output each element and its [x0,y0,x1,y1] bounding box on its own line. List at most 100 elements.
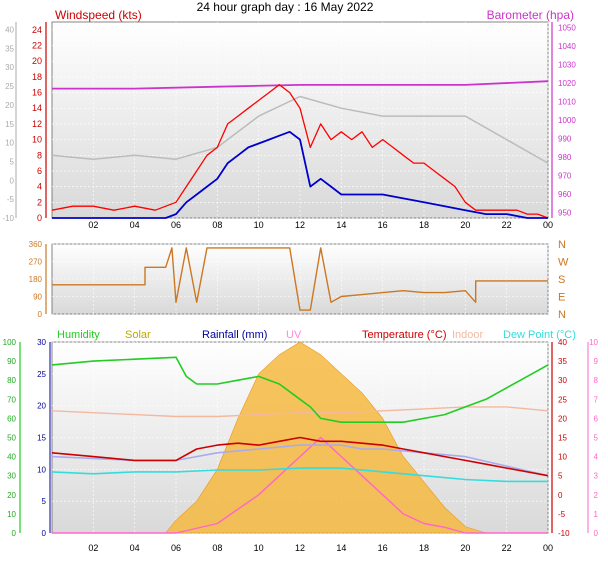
outer-left-tick-label: 20 [5,101,14,110]
temp-x-tick-label: 04 [130,543,140,553]
rain-tick-label: 20 [37,402,46,411]
wind-x-tick-label: 04 [130,220,140,230]
legend-entry: Dew Point (°C) [503,329,576,341]
legend-entry: Rainfall (mm) [202,329,267,341]
outer-left-tick-label: 5 [10,157,15,166]
barometer-axis-label: Barometer (hpa) [487,8,574,22]
barometer-line [52,80,549,90]
temp-x-tick-label: 18 [419,543,429,553]
outer-left-tick-label: 40 [5,26,14,35]
rain-tick-label: 10 [37,465,46,474]
barometer-tick-label: 990 [558,134,572,143]
windspeed-tick-label: 14 [32,103,42,113]
legend-entry: Solar [125,329,151,341]
barometer-tick-label: 1000 [558,116,576,125]
outer-left-tick-label: 15 [5,120,14,129]
windspeed-tick-label: 24 [32,25,42,35]
rain-tick-label: 15 [37,434,46,443]
wind-x-tick-label: 02 [88,220,98,230]
temp-x-tick-label: 14 [336,543,346,553]
outer-left-tick-label: -5 [7,195,15,204]
windspeed-tick-label: 10 [32,135,42,145]
compass-label: N [558,239,566,251]
uv-tick-label: 7 [594,395,599,404]
wind-x-tick-label: 14 [336,220,346,230]
outer-left-tick-label: 35 [5,44,14,53]
humidity-tick-label: 80 [7,376,16,385]
outer-left-tick-label: 0 [10,176,15,185]
uv-tick-label: 0 [594,529,599,538]
wind-x-tick-label: 16 [378,220,388,230]
outer-left-tick-label: -10 [2,214,14,223]
barometer-tick-label: 1020 [558,79,576,88]
temperature-tick-label: 15 [558,434,567,443]
outer-left-tick-label: 30 [5,63,14,72]
barometer-tick-label: 960 [558,190,572,199]
temp-x-tick-label: 20 [460,543,470,553]
temp-x-tick-label: 02 [88,543,98,553]
humidity-tick-label: 50 [7,434,16,443]
outer-left-tick-label: 25 [5,82,14,91]
direction-tick-label: 180 [29,275,43,284]
uv-tick-label: 4 [594,453,599,462]
wind-x-tick-label: 22 [502,220,512,230]
humidity-line [51,356,549,424]
humidity-tick-label: 70 [7,395,16,404]
compass-label: N [558,309,566,321]
graph-title: 24 hour graph day : 16 May 2022 [197,0,374,14]
compass-label: E [558,292,565,304]
legend-entry: UV [286,329,302,341]
dewpoint-line [51,467,548,483]
windspeed-tick-label: 2 [37,197,42,207]
direction-tick-label: 270 [29,258,43,267]
legend-entry: Temperature (°C) [362,329,446,341]
windspeed-tick-label: 0 [37,213,42,223]
uv-tick-label: 2 [594,491,599,500]
wind-x-tick-label: 06 [171,220,181,230]
barometer-tick-label: 950 [558,208,572,217]
barometer-tick-label: 1050 [558,24,576,33]
temp-x-tick-label: 10 [254,543,264,553]
direction-tick-label: 90 [33,293,42,302]
wind-x-tick-label: 20 [460,220,470,230]
uv-tick-label: 9 [594,357,599,366]
rain-tick-label: 25 [37,370,46,379]
uv-tick-label: 5 [594,434,599,443]
temp-x-tick-label: 12 [295,543,305,553]
legend-entry: Indoor [452,329,484,341]
humidity-tick-label: 20 [7,491,16,500]
rain-tick-label: 30 [37,338,46,347]
temperature-tick-label: 30 [558,376,567,385]
legend-entry: Humidity [57,329,100,341]
windspeed-tick-label: 22 [32,41,42,51]
windspeed-tick-label: 4 [37,182,42,192]
barometer-tick-label: 1030 [558,61,576,70]
barometer-tick-label: 970 [558,171,572,180]
uv-line [52,436,548,534]
uv-tick-label: 10 [589,338,598,347]
barometer-tick-label: 980 [558,153,572,162]
humidity-tick-label: 40 [7,453,16,462]
temp-x-tick-label: 08 [212,543,222,553]
temperature-tick-label: 35 [558,357,567,366]
temperature-tick-label: 5 [558,472,563,481]
temperature-tick-label: 10 [558,453,567,462]
uv-tick-label: 6 [594,414,599,423]
humidity-tick-label: 90 [7,357,16,366]
uv-tick-label: 3 [594,472,599,481]
compass-label: W [558,257,569,269]
temp-x-tick-label: 22 [502,543,512,553]
windspeed-tick-label: 12 [32,119,42,129]
wind-x-tick-label: 08 [212,220,222,230]
outer-left-tick-label: 10 [5,139,14,148]
temperature-tick-label: 0 [558,491,563,500]
direction-tick-label: 360 [29,240,43,249]
temp-x-tick-label: 00 [543,543,553,553]
barometer-tick-label: 1040 [558,42,576,51]
humidity-tick-label: 60 [7,414,16,423]
uv-tick-label: 8 [594,376,599,385]
direction-tick-label: 0 [38,310,43,319]
temp-x-tick-label: 06 [171,543,181,553]
wind-direction-line [52,247,548,311]
